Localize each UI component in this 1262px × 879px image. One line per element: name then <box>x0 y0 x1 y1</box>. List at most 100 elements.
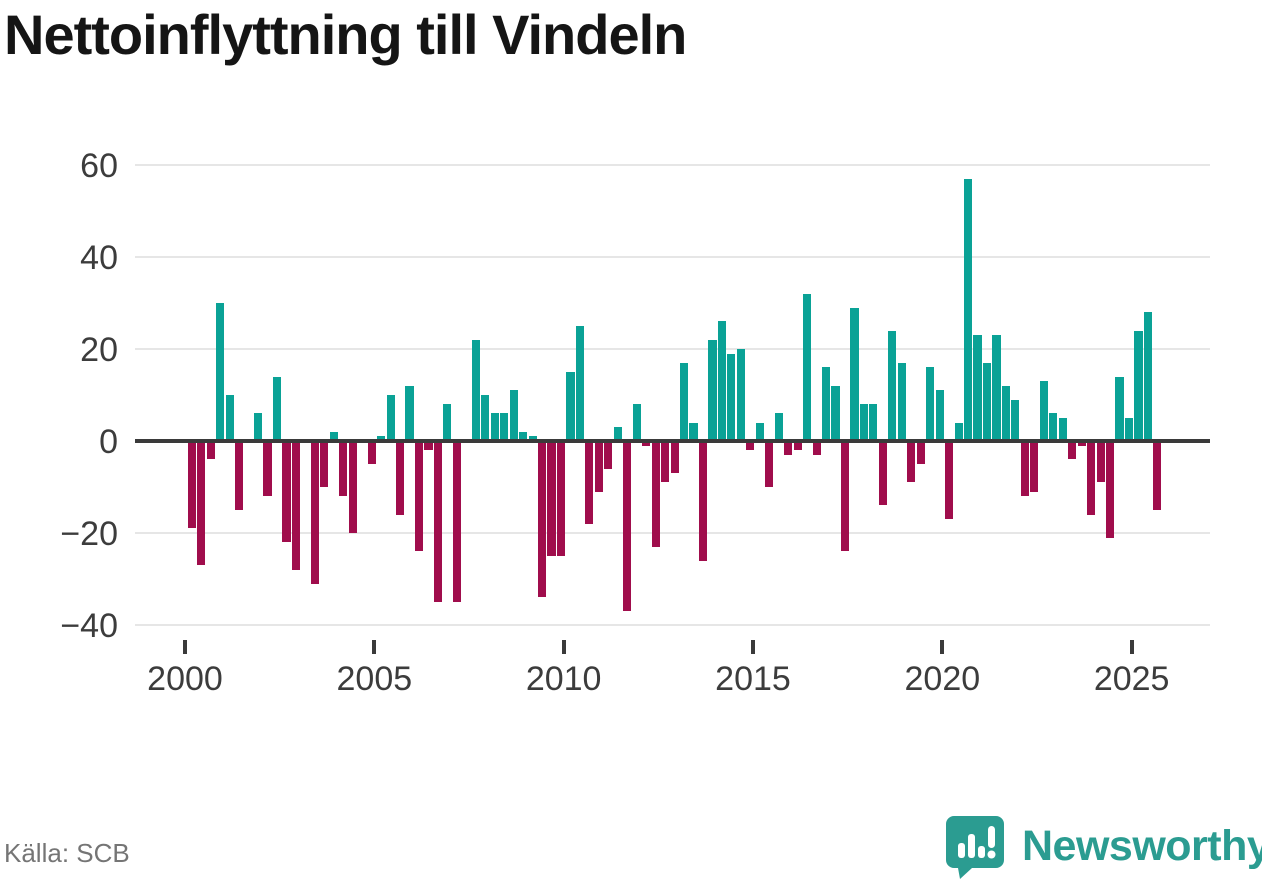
y-axis-tick-label: 60 <box>80 147 118 185</box>
bar-2014-Q2 <box>727 353 736 441</box>
bar-2000-Q4 <box>216 303 225 441</box>
bar-2002-Q1 <box>263 441 272 497</box>
bar-2016-Q2 <box>803 293 812 441</box>
x-axis-tick-label: 2020 <box>904 660 981 698</box>
bar-2004-Q1 <box>339 441 348 497</box>
source-label: Källa: SCB <box>4 838 130 868</box>
bar-2010-Q1 <box>566 372 575 441</box>
y-axis-tick-label: 20 <box>80 331 118 369</box>
bar-2024-Q4 <box>1124 418 1134 441</box>
y-gridline <box>135 256 1210 258</box>
bar-2010-Q4 <box>594 441 603 492</box>
y-axis-tick-label: 0 <box>99 423 118 461</box>
x-axis-tick-mark <box>750 640 755 654</box>
x-axis-tick-mark <box>940 640 945 654</box>
x-axis-tick-label: 2025 <box>1093 660 1170 698</box>
bar-2020-Q2 <box>954 422 963 441</box>
bar-2008-Q2 <box>500 413 509 441</box>
bar-2000-Q3 <box>206 441 215 460</box>
bar-2023-Q3 <box>1077 441 1086 446</box>
bar-2011-Q1 <box>604 441 613 469</box>
bar-2006-Q1 <box>414 441 424 552</box>
y-gridline <box>135 164 1210 166</box>
bar-2014-Q1 <box>717 321 727 441</box>
bar-2020-Q4 <box>973 335 982 441</box>
bar-2006-Q3 <box>433 441 443 602</box>
bar-2015-Q3 <box>774 413 783 441</box>
bar-2002-Q3 <box>282 441 291 543</box>
bar-2007-Q1 <box>452 441 461 602</box>
y-axis-tick-label: −40 <box>60 607 118 645</box>
bar-2018-Q2 <box>878 441 887 506</box>
bar-2018-Q1 <box>869 404 878 441</box>
bar-2015-Q2 <box>765 441 774 487</box>
bar-2016-Q4 <box>821 367 831 441</box>
bar-2005-Q1 <box>377 436 386 441</box>
y-gridline <box>135 532 1210 534</box>
bar-2023-Q1 <box>1058 418 1067 441</box>
bar-2013-Q1 <box>679 362 689 441</box>
bar-2016-Q1 <box>793 441 802 451</box>
x-axis-tick-mark <box>372 640 377 654</box>
bar-2003-Q2 <box>310 441 319 584</box>
bar-2018-Q3 <box>888 330 897 441</box>
bar-2021-Q2 <box>992 335 1001 441</box>
bar-2009-Q3 <box>547 441 556 556</box>
bar-2000-Q2 <box>197 441 206 566</box>
newsworthy-wordmark: Newsworthy <box>1022 822 1262 870</box>
bar-2012-Q2 <box>651 441 660 547</box>
bar-2016-Q3 <box>812 441 821 455</box>
bar-2017-Q2 <box>840 441 850 552</box>
x-axis-tick-mark <box>183 640 187 654</box>
bar-2024-Q2 <box>1105 441 1115 538</box>
bar-2022-Q3 <box>1039 381 1048 441</box>
bar-2023-Q2 <box>1068 441 1077 460</box>
bar-2021-Q1 <box>982 362 992 441</box>
bar-2025-Q3 <box>1153 441 1162 510</box>
bar-2012-Q4 <box>670 441 679 474</box>
bar-2017-Q1 <box>831 385 840 441</box>
bar-2007-Q3 <box>471 339 480 441</box>
bar-2004-Q2 <box>348 441 357 533</box>
bar-2020-Q3 <box>963 178 973 441</box>
y-axis-tick-label: −20 <box>60 515 118 553</box>
bar-2012-Q1 <box>642 441 651 446</box>
bar-2020-Q1 <box>945 441 954 520</box>
newsworthy-logo: Newsworthy <box>946 816 1262 879</box>
x-axis-tick-label: 2000 <box>147 660 223 698</box>
bar-2025-Q2 <box>1143 312 1153 441</box>
bar-2019-Q3 <box>926 367 935 441</box>
bar-2021-Q4 <box>1011 399 1020 441</box>
bar-2008-Q3 <box>509 390 518 441</box>
bar-2017-Q4 <box>859 404 869 441</box>
x-axis-tick-label: 2005 <box>336 660 413 698</box>
bar-2009-Q4 <box>556 441 566 556</box>
bar-2011-Q2 <box>613 427 622 441</box>
chart-title: Nettoinflyttning till Vindeln <box>4 3 687 66</box>
bar-2006-Q4 <box>443 404 452 441</box>
bar-2009-Q2 <box>537 441 547 598</box>
bar-2011-Q3 <box>623 441 632 612</box>
bar-2005-Q3 <box>395 441 405 515</box>
bar-2012-Q3 <box>661 441 670 483</box>
bar-2002-Q2 <box>272 376 282 441</box>
bar-2014-Q3 <box>736 349 745 441</box>
x-axis-tick-label: 2015 <box>715 660 791 698</box>
x-axis-tick-mark <box>561 640 566 654</box>
bar-2019-Q4 <box>935 390 944 441</box>
bar-2014-Q4 <box>746 441 755 451</box>
bar-2015-Q1 <box>755 422 764 441</box>
bar-2015-Q4 <box>784 441 793 455</box>
bar-2017-Q3 <box>850 307 859 441</box>
bar-2006-Q2 <box>424 441 433 451</box>
bar-2022-Q4 <box>1049 413 1058 441</box>
bar-2009-Q1 <box>528 436 537 441</box>
bar-2010-Q2 <box>575 326 585 441</box>
zero-axis-line <box>135 439 1210 443</box>
x-axis-tick-label: 2010 <box>525 660 602 698</box>
bar-2008-Q1 <box>490 413 499 441</box>
bar-2002-Q4 <box>291 441 301 570</box>
bar-2011-Q4 <box>632 404 641 441</box>
bar-2021-Q3 <box>1001 385 1011 441</box>
bar-2001-Q4 <box>253 413 263 441</box>
